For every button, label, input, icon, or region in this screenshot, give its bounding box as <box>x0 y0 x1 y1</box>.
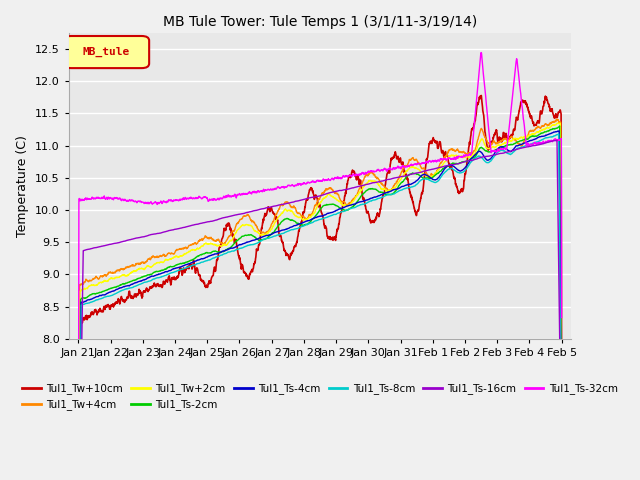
Tul1_Ts-32cm <box>477 50 485 56</box>
Tul1_Ts-8cm <box>297 224 305 230</box>
Line: Tul1_Ts-2cm: Tul1_Ts-2cm <box>79 126 561 480</box>
Tul1_Ts-16cm <box>99 243 107 249</box>
Tul1_Tw+2cm <box>455 155 463 161</box>
Tul1_Ts-2cm <box>297 222 305 228</box>
Tul1_Tw+2cm <box>297 215 305 220</box>
Text: MB_tule: MB_tule <box>83 47 130 57</box>
Line: Tul1_Ts-8cm: Tul1_Ts-8cm <box>79 134 561 480</box>
Tul1_Ts-32cm <box>557 315 565 321</box>
Tul1_Tw+2cm <box>544 125 552 131</box>
Line: Tul1_Ts-4cm: Tul1_Ts-4cm <box>79 131 561 480</box>
Tul1_Ts-8cm <box>99 295 107 301</box>
Tul1_Ts-4cm <box>556 128 563 134</box>
Tul1_Ts-32cm <box>99 195 107 201</box>
Tul1_Tw+10cm <box>477 93 485 98</box>
Tul1_Ts-8cm <box>543 135 551 141</box>
Tul1_Tw+4cm <box>553 116 561 122</box>
Line: Tul1_Ts-32cm: Tul1_Ts-32cm <box>79 53 561 480</box>
Tul1_Ts-4cm <box>544 132 552 138</box>
Line: Tul1_Ts-16cm: Tul1_Ts-16cm <box>79 140 561 480</box>
Tul1_Ts-16cm <box>557 476 565 480</box>
Tul1_Ts-8cm <box>557 476 565 480</box>
Tul1_Ts-2cm <box>544 128 552 134</box>
Tul1_Ts-4cm <box>310 216 317 221</box>
Tul1_Tw+2cm <box>557 425 565 431</box>
Tul1_Ts-16cm <box>455 161 463 167</box>
Title: MB Tule Tower: Tule Temps 1 (3/1/11-3/19/14): MB Tule Tower: Tule Temps 1 (3/1/11-3/19… <box>163 15 477 29</box>
Tul1_Ts-8cm <box>455 170 463 176</box>
Tul1_Tw+4cm <box>99 274 107 279</box>
Line: Tul1_Tw+10cm: Tul1_Tw+10cm <box>79 96 561 480</box>
Tul1_Ts-2cm <box>557 446 565 452</box>
Tul1_Ts-8cm <box>544 135 552 141</box>
Tul1_Tw+10cm <box>455 191 463 196</box>
Tul1_Ts-32cm <box>297 181 305 187</box>
Tul1_Ts-32cm <box>544 139 552 145</box>
Tul1_Tw+2cm <box>310 211 317 216</box>
Tul1_Tw+10cm <box>557 359 565 365</box>
Tul1_Ts-8cm <box>555 131 563 137</box>
Tul1_Ts-4cm <box>297 221 305 227</box>
Tul1_Tw+10cm <box>310 191 317 197</box>
Tul1_Tw+10cm <box>544 100 552 106</box>
Tul1_Tw+4cm <box>297 212 305 217</box>
Tul1_Ts-16cm <box>553 137 561 143</box>
Tul1_Ts-4cm <box>99 292 107 298</box>
Tul1_Tw+4cm <box>543 123 551 129</box>
Tul1_Tw+2cm <box>543 124 551 130</box>
Tul1_Tw+2cm <box>554 120 561 126</box>
Legend: Tul1_Tw+10cm, Tul1_Tw+4cm, Tul1_Tw+2cm, Tul1_Ts-2cm, Tul1_Ts-4cm, Tul1_Ts-8cm, T: Tul1_Tw+10cm, Tul1_Tw+4cm, Tul1_Tw+2cm, … <box>19 379 621 414</box>
Tul1_Tw+4cm <box>455 149 463 155</box>
Tul1_Ts-2cm <box>310 216 317 221</box>
Tul1_Tw+10cm <box>544 99 552 105</box>
Tul1_Ts-32cm <box>310 179 317 184</box>
Tul1_Tw+4cm <box>544 122 552 128</box>
Tul1_Ts-8cm <box>310 219 317 225</box>
Tul1_Tw+10cm <box>297 222 305 228</box>
Tul1_Ts-16cm <box>297 197 305 203</box>
Line: Tul1_Tw+2cm: Tul1_Tw+2cm <box>79 123 561 480</box>
FancyBboxPatch shape <box>64 36 149 68</box>
Y-axis label: Temperature (C): Temperature (C) <box>17 135 29 237</box>
Tul1_Ts-2cm <box>556 123 563 129</box>
Tul1_Ts-4cm <box>557 456 565 462</box>
Tul1_Ts-32cm <box>455 154 463 159</box>
Tul1_Ts-16cm <box>310 194 317 200</box>
Tul1_Ts-2cm <box>455 161 463 167</box>
Line: Tul1_Tw+4cm: Tul1_Tw+4cm <box>79 119 561 480</box>
Tul1_Ts-16cm <box>544 140 552 145</box>
Tul1_Tw+4cm <box>310 207 317 213</box>
Tul1_Ts-16cm <box>543 140 551 145</box>
Tul1_Ts-32cm <box>544 138 552 144</box>
Tul1_Tw+2cm <box>99 279 107 285</box>
Tul1_Ts-2cm <box>99 288 107 294</box>
Tul1_Ts-4cm <box>455 168 463 173</box>
Tul1_Ts-2cm <box>543 128 551 134</box>
Tul1_Tw+4cm <box>557 411 565 417</box>
Tul1_Tw+10cm <box>99 309 107 315</box>
Tul1_Ts-4cm <box>543 132 551 138</box>
